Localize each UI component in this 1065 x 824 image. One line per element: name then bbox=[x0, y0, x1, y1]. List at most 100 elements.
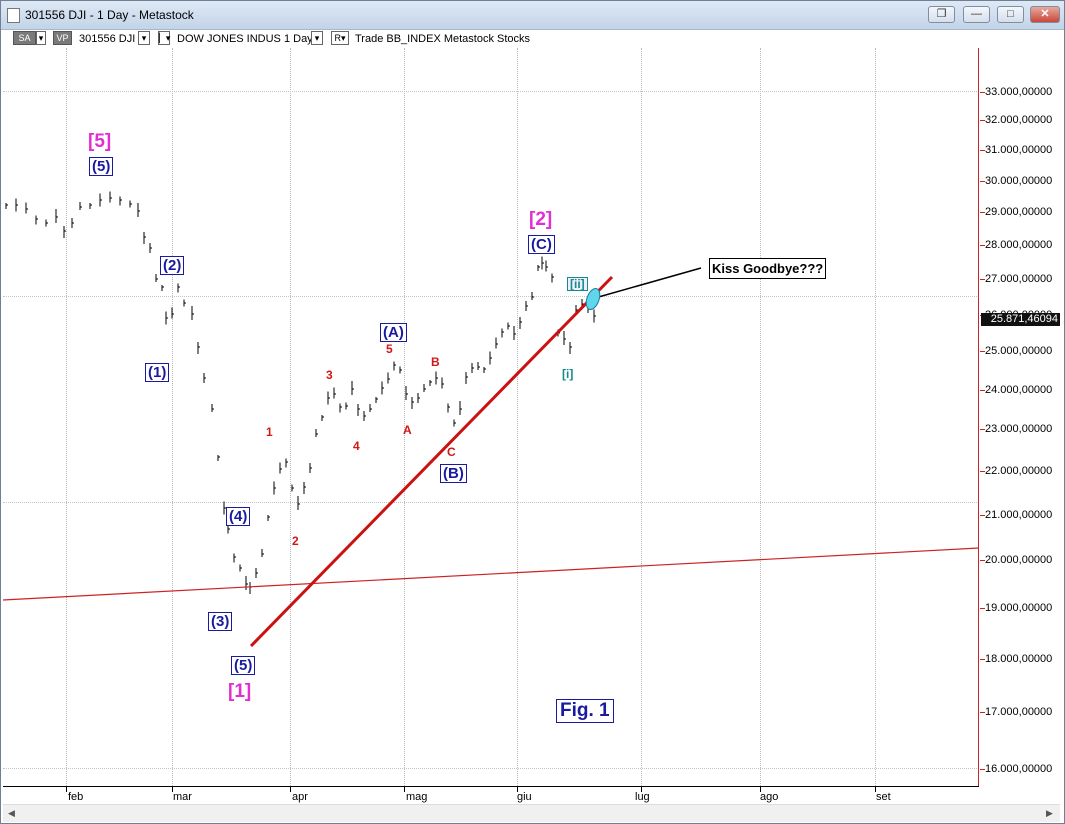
figure-label: Fig. 1 bbox=[556, 699, 614, 723]
grid-line bbox=[66, 48, 67, 786]
price-bars bbox=[5, 191, 596, 594]
y-tick bbox=[980, 245, 985, 246]
x-tick bbox=[517, 787, 518, 792]
close-icon: ✕ bbox=[1040, 8, 1050, 20]
maximize-button[interactable]: □ bbox=[997, 6, 1024, 23]
symbol-label: 301556 DJI bbox=[79, 33, 136, 45]
wave-label-B: (B) bbox=[440, 464, 467, 483]
wave-label-1: (1) bbox=[145, 363, 170, 382]
price-axis[interactable] bbox=[978, 48, 1064, 786]
x-label-mar: mar bbox=[173, 791, 192, 803]
grid-line bbox=[641, 48, 642, 786]
wave-label-major-1: [1] bbox=[228, 681, 252, 702]
grid-line bbox=[3, 768, 979, 769]
y-tick bbox=[980, 181, 985, 182]
y-tick bbox=[980, 212, 985, 213]
y-label: 28.000,00000 bbox=[985, 239, 1053, 251]
security-name-label: DOW JONES INDUS 1 Day bbox=[177, 33, 313, 45]
document-icon bbox=[7, 8, 20, 23]
period-selector-icon[interactable]: ▏▾ bbox=[158, 31, 171, 45]
y-label: 32.000,00000 bbox=[985, 114, 1053, 126]
retest-marker bbox=[585, 287, 601, 311]
y-tick bbox=[980, 712, 985, 713]
x-tick bbox=[404, 787, 405, 792]
chart-toolbar: SA ▾ VP 301556 DJI ▾ ▏▾ DOW JONES INDUS … bbox=[1, 29, 1064, 84]
y-label: 29.000,00000 bbox=[985, 206, 1053, 218]
wave-label-minor-1: 1 bbox=[266, 425, 273, 439]
close-button[interactable]: ✕ bbox=[1030, 6, 1060, 23]
sa-dropdown-icon[interactable]: ▾ bbox=[36, 31, 46, 45]
kiss-goodbye-annotation[interactable]: Kiss Goodbye??? bbox=[709, 258, 827, 279]
grid-line bbox=[760, 48, 761, 786]
y-label: 21.000,00000 bbox=[985, 509, 1053, 521]
x-label-apr: apr bbox=[292, 791, 308, 803]
x-tick bbox=[172, 787, 173, 792]
y-label: 25.000,00000 bbox=[985, 345, 1053, 357]
y-tick bbox=[980, 390, 985, 391]
window-title: 301556 DJI - 1 Day - Metastock bbox=[25, 8, 194, 22]
grid-line bbox=[3, 502, 979, 503]
scroll-right-icon[interactable]: ▶ bbox=[1046, 808, 1053, 818]
y-tick bbox=[980, 150, 985, 151]
vp-button[interactable]: VP bbox=[53, 31, 72, 45]
grid-line bbox=[875, 48, 876, 786]
y-tick bbox=[980, 659, 985, 660]
sa-button[interactable]: SA bbox=[13, 31, 36, 45]
wave-label-minor-C: C bbox=[447, 445, 456, 459]
price-chart-area[interactable]: [5] (5) (2) (1) (4) (3) (5) [1] 1 2 3 4 … bbox=[3, 48, 979, 786]
y-label: 24.000,00000 bbox=[985, 384, 1053, 396]
grid-line bbox=[404, 48, 405, 786]
x-label-set: set bbox=[876, 791, 891, 803]
wave-label-major-2: [2] bbox=[529, 209, 553, 230]
wave-label-minor-3: 3 bbox=[326, 368, 333, 382]
grid-line bbox=[290, 48, 291, 786]
scroll-left-icon[interactable]: ◀ bbox=[8, 808, 15, 818]
wave-label-3: (3) bbox=[208, 612, 233, 631]
x-label-mag: mag bbox=[406, 791, 428, 803]
restore-down-button[interactable]: ❐ bbox=[928, 6, 955, 23]
minimize-button[interactable]: ― bbox=[963, 6, 990, 23]
x-tick bbox=[760, 787, 761, 792]
rising-trendline[interactable] bbox=[249, 275, 614, 648]
wave-label-major-5: [5] bbox=[88, 131, 112, 152]
grid-line bbox=[3, 296, 979, 297]
y-label: 33.000,00000 bbox=[985, 86, 1053, 98]
x-tick bbox=[290, 787, 291, 792]
y-tick bbox=[980, 608, 985, 609]
horizontal-scrollbar[interactable]: ◀ ▶ bbox=[3, 804, 1060, 822]
wave-label-minor-2: 2 bbox=[292, 534, 299, 548]
x-label-feb: feb bbox=[68, 791, 84, 803]
data-source-label: Trade BB_INDEX Metastock Stocks bbox=[355, 33, 531, 45]
wave-label-minor-4: 4 bbox=[353, 439, 360, 453]
date-axis[interactable]: feb mar apr mag giu lug ago set bbox=[3, 786, 979, 805]
y-tick bbox=[980, 351, 985, 352]
y-label: 18.000,00000 bbox=[985, 653, 1053, 665]
maximize-icon: □ bbox=[1007, 8, 1014, 20]
x-label-giu: giu bbox=[517, 791, 532, 803]
y-tick bbox=[980, 471, 985, 472]
annotation-pointer-line bbox=[594, 267, 702, 299]
long-term-trendline[interactable] bbox=[3, 547, 979, 601]
y-label: 31.000,00000 bbox=[985, 144, 1053, 156]
y-tick bbox=[980, 515, 985, 516]
wave-label-A: (A) bbox=[380, 323, 407, 342]
x-label-lug: lug bbox=[635, 791, 650, 803]
title-bar[interactable]: 301556 DJI - 1 Day - Metastock ❐ ― □ ✕ bbox=[1, 1, 1064, 30]
x-tick bbox=[641, 787, 642, 792]
y-label: 27.000,00000 bbox=[985, 273, 1053, 285]
wave-label-minor-5: 5 bbox=[386, 342, 393, 356]
symbol-dropdown-icon[interactable]: ▾ bbox=[138, 31, 150, 45]
y-label: 19.000,00000 bbox=[985, 602, 1053, 614]
x-tick bbox=[66, 787, 67, 792]
last-price-marker: 25.871,46094 bbox=[981, 313, 1060, 326]
y-label: 22.000,00000 bbox=[985, 465, 1053, 477]
minimize-icon: ― bbox=[971, 8, 982, 20]
grid-line bbox=[517, 48, 518, 786]
wave-label-4: (4) bbox=[226, 507, 251, 526]
r-button[interactable]: R▾ bbox=[331, 31, 349, 45]
y-label: 16.000,00000 bbox=[985, 763, 1053, 775]
wave-label-minor-B: B bbox=[431, 355, 440, 369]
grid-line bbox=[3, 91, 979, 92]
wave-label-5-bottom: (5) bbox=[231, 656, 256, 675]
period-dropdown-icon[interactable]: ▾ bbox=[311, 31, 323, 45]
